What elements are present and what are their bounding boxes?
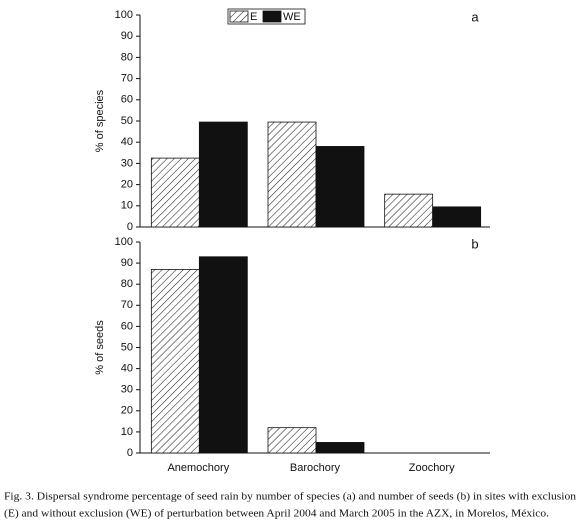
y-axis-label: % of seeds <box>94 320 106 375</box>
y-tick-label: 30 <box>121 157 133 169</box>
y-tick-label: 20 <box>121 179 133 191</box>
y-axis-label: % of species <box>94 89 106 152</box>
y-tick-label: 20 <box>121 405 133 417</box>
y-tick-label: 70 <box>121 73 133 85</box>
y-tick-label: 10 <box>121 426 133 438</box>
panel-label: a <box>471 9 479 24</box>
y-tick-label: 90 <box>121 257 133 269</box>
y-tick-label: 50 <box>121 341 133 353</box>
y-tick-label: 100 <box>115 236 133 248</box>
panel-label: b <box>471 236 478 251</box>
legend-label: E <box>250 11 257 23</box>
bar <box>198 121 248 228</box>
legend-swatch <box>229 10 249 23</box>
legend-label: WE <box>283 11 301 23</box>
y-tick-label: 0 <box>127 221 133 233</box>
y-tick-label: 30 <box>121 384 133 396</box>
x-tick-label: Anemochory <box>167 462 229 474</box>
y-tick-label: 60 <box>121 320 133 332</box>
caption-line: Fig. 3. Dispersal syndrome percentage of… <box>4 491 577 503</box>
x-tick-label: Barochory <box>290 462 341 474</box>
bar <box>315 442 365 454</box>
y-tick-label: 80 <box>121 278 133 290</box>
bar <box>267 121 317 228</box>
bar <box>150 269 200 454</box>
bar <box>150 157 200 228</box>
bar <box>315 146 365 228</box>
bar <box>384 193 434 228</box>
bar <box>198 256 248 454</box>
y-tick-label: 70 <box>121 299 133 311</box>
y-tick-label: 60 <box>121 94 133 106</box>
y-tick-label: 0 <box>127 447 133 459</box>
caption-line: (E) and without exclusion (WE) of pertur… <box>4 508 549 520</box>
y-tick-label: 40 <box>121 136 133 148</box>
y-tick-label: 40 <box>121 363 133 375</box>
x-tick-label: Zoochory <box>409 462 455 474</box>
legend-box <box>227 8 306 25</box>
y-tick-label: 100 <box>115 9 133 21</box>
y-tick-label: 90 <box>121 30 133 42</box>
bar <box>267 427 317 454</box>
y-tick-label: 50 <box>121 115 133 127</box>
bar <box>432 206 482 228</box>
y-tick-label: 80 <box>121 51 133 63</box>
y-tick-label: 10 <box>121 200 133 212</box>
legend-swatch <box>262 10 282 23</box>
